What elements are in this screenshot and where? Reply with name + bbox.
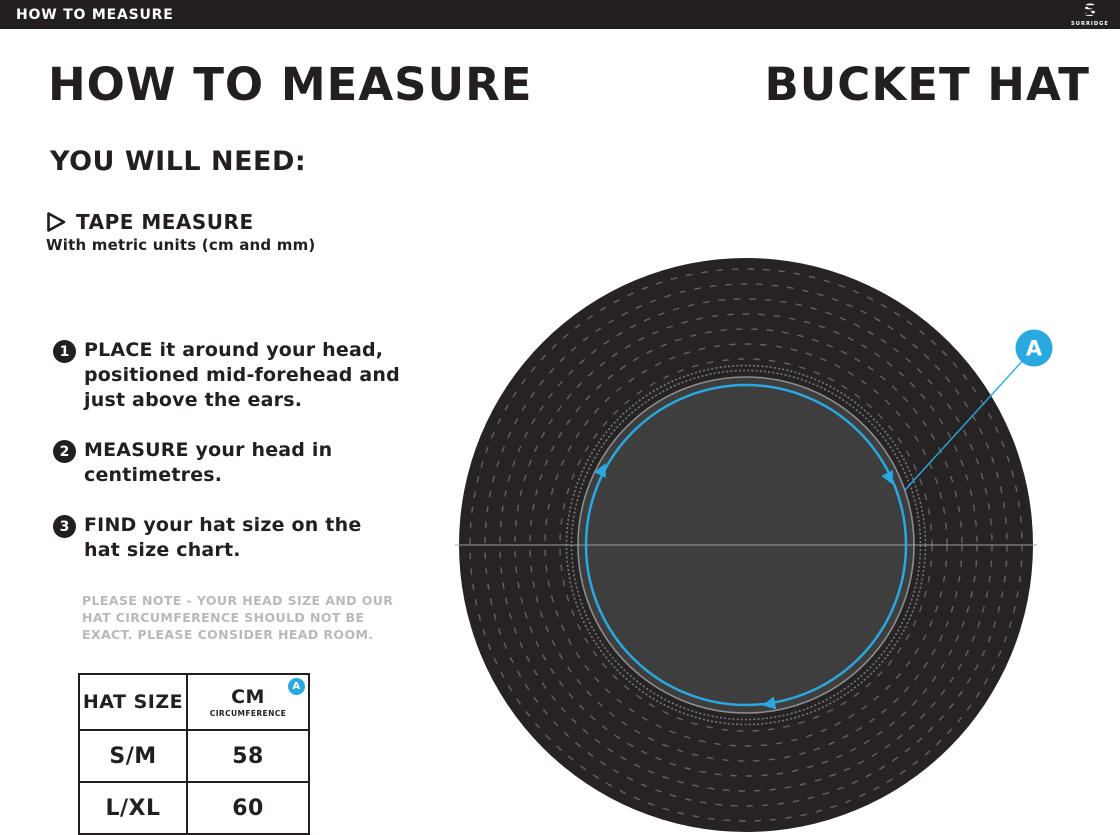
step-number-badge: 1 <box>53 340 76 363</box>
step-text: PLACE it around your head, positioned mi… <box>84 339 400 411</box>
step-3: 3 FIND your hat size on the hat size cha… <box>53 513 403 563</box>
bucket-hat-diagram: A <box>455 258 1053 832</box>
size-chart-table: HAT SIZE CM CIRCUMFERENCE A S/M 58 L/XL … <box>78 673 310 835</box>
surridge-logo-icon: S SURRIDGE <box>1071 1 1109 27</box>
page-title: HOW TO MEASURE <box>48 58 533 111</box>
steps-list: 1 PLACE it around your head, positioned … <box>53 338 403 588</box>
product-title: BUCKET HAT <box>764 58 1090 111</box>
step-number-badge: 2 <box>53 440 76 463</box>
headings-row: HOW TO MEASURE BUCKET HAT <box>0 60 1120 110</box>
you-will-need-heading: YOU WILL NEED: <box>50 146 307 177</box>
triangle-bullet-icon <box>47 212 66 232</box>
cm-value: 60 <box>186 781 310 835</box>
diagram-a-badge <box>1015 329 1053 367</box>
tape-measure-label: TAPE MEASURE <box>76 210 254 234</box>
arrowhead-left <box>594 463 606 478</box>
step-1: 1 PLACE it around your head, positioned … <box>53 338 403 413</box>
disclaimer-note: PLEASE NOTE - YOUR HEAD SIZE AND OUR HAT… <box>82 593 394 642</box>
step-number-badge: 3 <box>53 515 76 538</box>
cm-header: CM <box>231 686 265 708</box>
arrowhead-bottom <box>762 696 777 710</box>
table-header-row: HAT SIZE CM CIRCUMFERENCE A <box>78 673 310 731</box>
step-text: MEASURE your head in centimetres. <box>84 439 333 486</box>
measure-a-badge: A <box>288 678 305 695</box>
size-value: L/XL <box>78 781 188 835</box>
cm-header-cell: CM CIRCUMFERENCE A <box>186 673 310 731</box>
logo-s-glyph: S <box>1084 1 1096 21</box>
cm-value: 58 <box>186 729 310 783</box>
table-row: L/XL 60 <box>78 781 310 835</box>
measurement-circle <box>584 383 908 707</box>
label-leader-line <box>904 356 1027 491</box>
tape-measure-block: TAPE MEASURE With metric units (cm and m… <box>46 210 315 254</box>
logo-wordmark: SURRIDGE <box>1071 21 1109 27</box>
diagram-a-label: A <box>1026 337 1043 361</box>
step-text: FIND your hat size on the hat size chart… <box>84 514 362 561</box>
top-bar: HOW TO MEASURE S SURRIDGE <box>0 0 1120 29</box>
circumference-subheader: CIRCUMFERENCE <box>209 709 287 718</box>
size-value: S/M <box>78 729 188 783</box>
arrowhead-right <box>881 470 893 485</box>
table-row: S/M 58 <box>78 729 310 783</box>
hat-size-header: HAT SIZE <box>78 673 188 731</box>
step-2: 2 MEASURE your head in centimetres. <box>53 438 403 488</box>
tape-measure-note: With metric units (cm and mm) <box>46 236 316 254</box>
top-bar-title: HOW TO MEASURE <box>16 6 174 23</box>
